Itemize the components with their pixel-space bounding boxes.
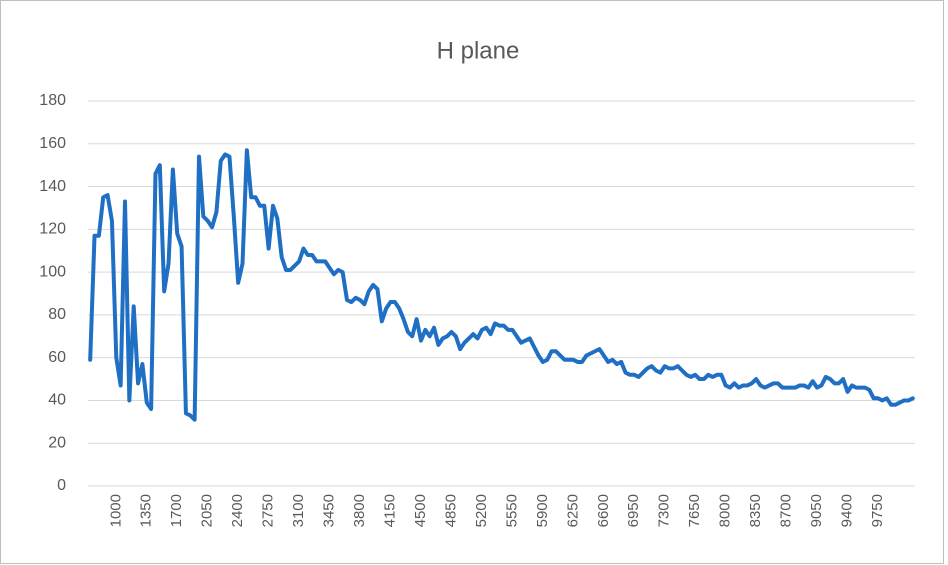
- data-line: [88, 148, 915, 422]
- x-tick-label: 8350: [747, 494, 764, 527]
- y-tick-label: 100: [39, 263, 66, 280]
- y-tick-label: 60: [48, 349, 66, 366]
- chart-title: H plane: [437, 37, 520, 64]
- x-tick-label: 1350: [138, 494, 155, 527]
- y-tick-label: 0: [57, 477, 66, 494]
- y-tick-label: 160: [39, 135, 66, 152]
- x-tick-label: 8000: [717, 494, 734, 527]
- x-tick-label: 6950: [625, 494, 642, 527]
- x-tick-label: 2400: [229, 494, 246, 527]
- y-tick-label: 40: [48, 392, 66, 409]
- x-tick-label: 2050: [199, 494, 216, 527]
- x-tick-label: 7650: [686, 494, 703, 527]
- x-tick-label: 1700: [168, 494, 185, 527]
- x-tick-label: 9050: [808, 494, 825, 527]
- x-tick-label: 5900: [534, 494, 551, 527]
- x-tick-label: 5200: [473, 494, 490, 527]
- x-tick-label: 8700: [778, 494, 795, 527]
- x-tick-label: 2750: [260, 494, 277, 527]
- y-tick-label: 140: [39, 178, 66, 195]
- x-tick-label: 3100: [290, 494, 307, 527]
- y-tick-label: 120: [39, 221, 66, 238]
- x-tick-label: 3450: [321, 494, 338, 527]
- x-tick-label: 3800: [351, 494, 368, 527]
- x-tick-label: 4500: [412, 494, 429, 527]
- x-tick-label: 9750: [869, 494, 886, 527]
- y-tick-label: 20: [48, 434, 66, 451]
- x-tick-label: 4850: [442, 494, 459, 527]
- x-tick-label: 5550: [503, 494, 520, 527]
- y-tick-label: 80: [48, 306, 66, 323]
- x-tick-label: 4150: [381, 494, 398, 527]
- y-tick-label: 180: [39, 92, 66, 109]
- x-tick-label: 1000: [107, 494, 124, 527]
- x-tick-label: 9400: [839, 494, 856, 527]
- x-tick-label: 6250: [564, 494, 581, 527]
- x-tick-label: 7300: [656, 494, 673, 527]
- x-tick-label: 6600: [595, 494, 612, 527]
